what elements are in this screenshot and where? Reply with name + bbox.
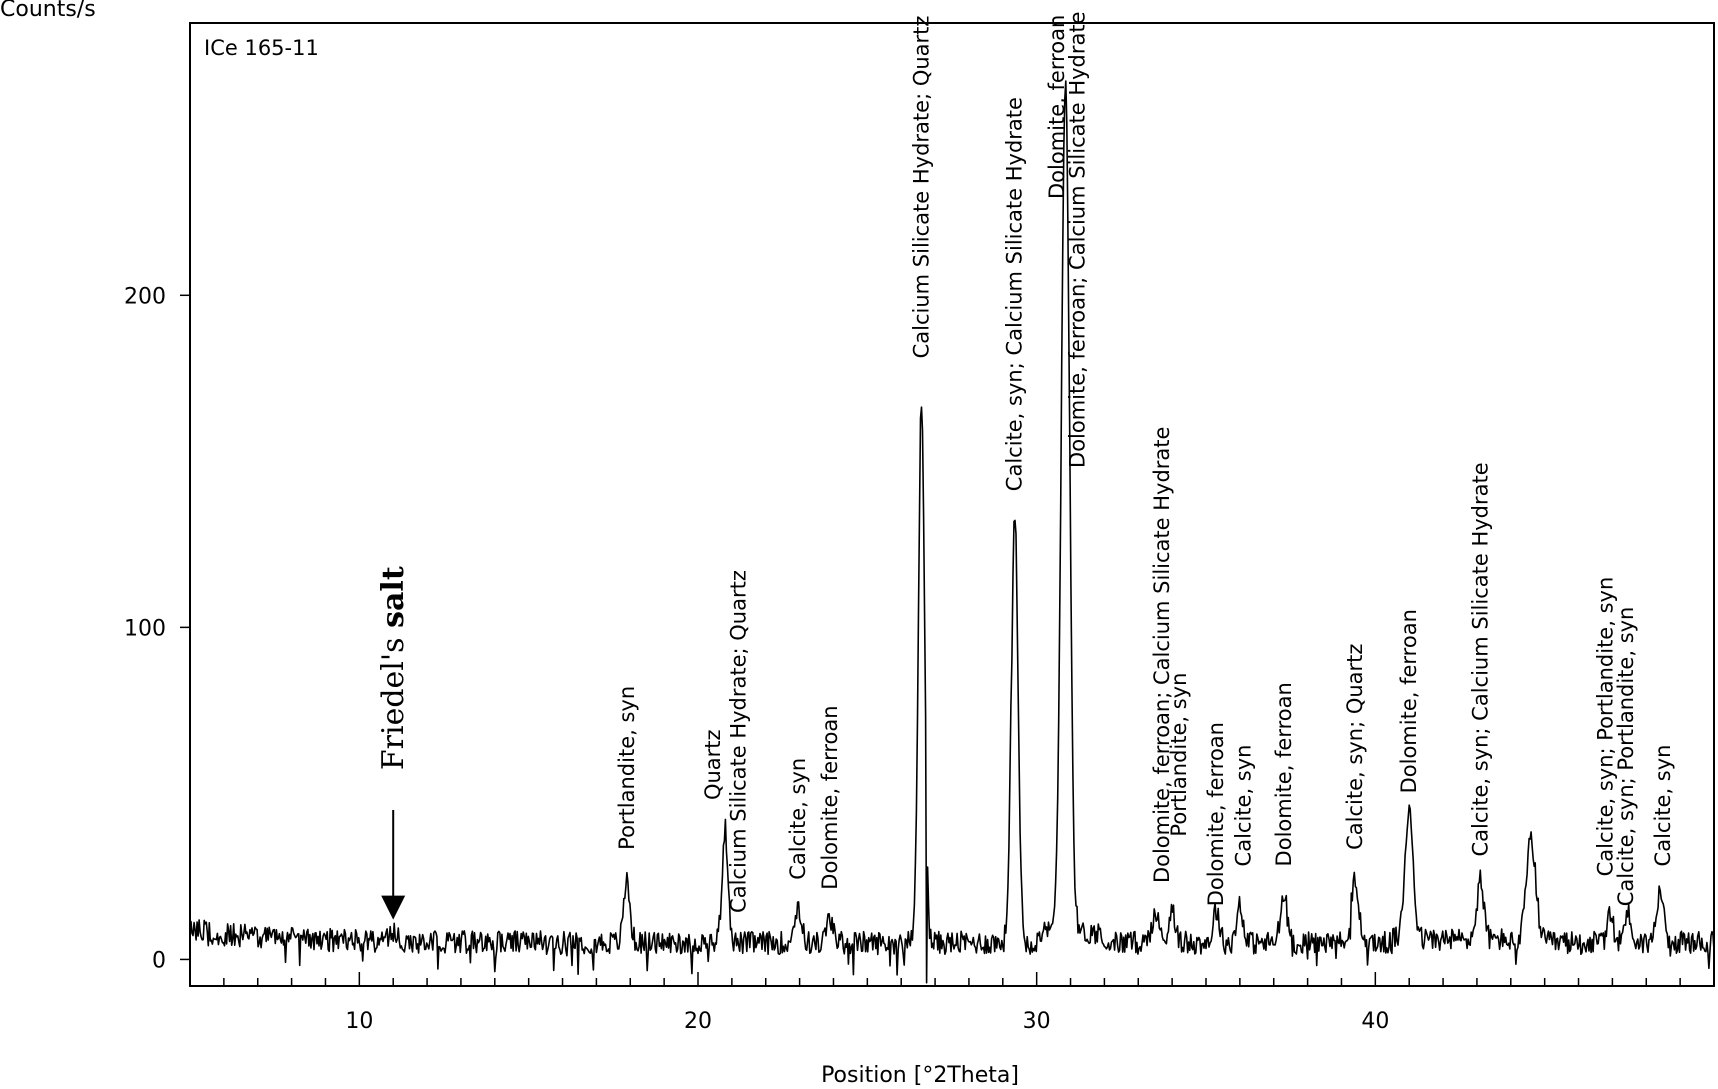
x-tick-label: 20 [684,1009,712,1034]
plot-frame [189,22,1715,987]
peak-labels: Portlandite, syn Quartz Calcium Silicate H… [615,11,1675,912]
x-axis-label: Position [°2Theta] [821,1063,1019,1088]
peak-label: Dolomite, ferroan; Calcium Silicate Hydr… [1150,427,1174,884]
y-tick-label: 200 [124,284,166,309]
peak-label: Calcite, syn [1231,745,1255,867]
y-tick-label: 100 [124,616,166,641]
peak-label: Calcite, syn; Calcium Silicate Hydrate [1003,97,1027,491]
diffractogram-line [189,80,1715,984]
peak-label: Portlandite, syn [615,686,639,850]
peak-label: Calcium Silicate Hydrate; Quartz [910,16,934,359]
peak-label: Calcite, syn; Portlandite, syn [1614,607,1638,907]
x-tick-label: 10 [345,1009,373,1034]
friedels-salt-arrowhead [381,895,406,920]
peak-label: Portlandite, syn [1167,673,1191,837]
peak-label: Calcite, syn [1651,745,1675,867]
peak-label: Dolomite, ferroan [1045,15,1069,199]
tick-labels: 10 20 30 40 0 100 200 [124,284,1389,1034]
x-tick-label: 30 [1023,1009,1051,1034]
peak-label: Dolomite, ferroan [1204,722,1228,906]
peak-label: Dolomite, ferroan; Calcium Silicate Hydr… [1065,11,1089,468]
peak-label: Dolomite, ferroan [818,705,842,889]
sample-label: ICe 165-11 [204,36,319,60]
friedels-salt-text-bold: salt [376,566,411,628]
peak-label: Dolomite, ferroan [1272,682,1296,866]
peak-label: Calcite, syn [786,758,810,880]
peak-label: Dolomite, ferroan [1397,609,1421,793]
peak-label: Calcium Silicate Hydrate; Quartz [727,570,751,913]
peak-label: Calcite, syn; Calcium Silicate Hydrate [1468,462,1492,856]
y-axis-label: Counts/s [0,0,96,22]
friedels-salt-annotation: Friedel's salt [376,566,411,770]
y-tick-label: 0 [152,948,166,973]
axis-ticks [180,294,1681,986]
x-tick-label: 40 [1361,1009,1389,1034]
friedels-salt-text-normal: Friedel's [376,628,411,770]
peak-label: Calcite, syn; Quartz [1343,644,1367,850]
peak-label: Quartz [701,729,725,800]
peak-label: Calcite, syn; Portlandite, syn [1594,577,1618,877]
